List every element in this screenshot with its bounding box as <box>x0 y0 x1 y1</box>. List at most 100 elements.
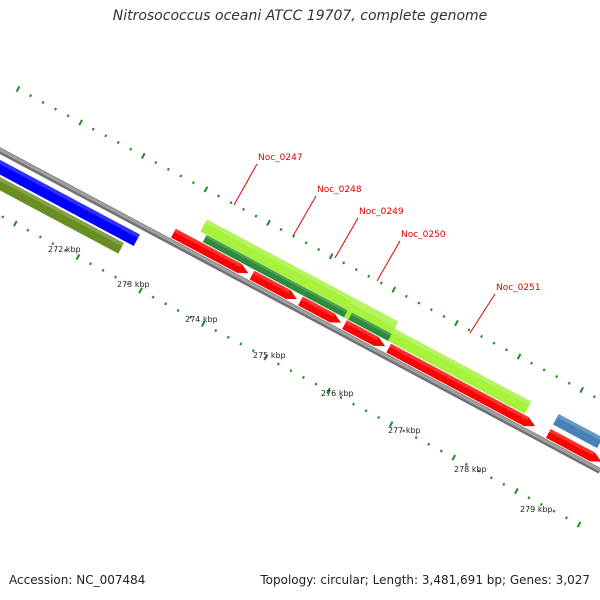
lower-tick <box>126 282 130 286</box>
lower-tick <box>402 429 406 433</box>
upper-tick <box>91 127 95 131</box>
upper-tick <box>129 147 133 151</box>
feature-track <box>0 146 600 462</box>
lower-tick <box>138 287 143 294</box>
olive-feature-highlight <box>0 160 124 247</box>
lower-tick <box>439 449 443 453</box>
upper-tick <box>140 152 146 160</box>
dark-green-feature-2-highlight <box>305 288 353 315</box>
axis-label-278: 278 kbp <box>454 465 487 474</box>
green-feature-1 <box>200 219 289 276</box>
upper-tick <box>191 181 195 185</box>
upper-tick <box>166 167 170 171</box>
cds-noc-0251-shape <box>386 343 536 427</box>
dark-green-feature-3 <box>348 312 392 341</box>
gene-labels: Noc_0247 Noc_0248 Noc_0249 Noc_0250 Noc_0251 <box>233 153 541 334</box>
lower-tick <box>477 469 481 473</box>
green-feature-2-shape <box>281 262 355 311</box>
upper-tick <box>555 375 559 379</box>
lower-tick <box>1 215 5 219</box>
upper-tick <box>530 361 534 365</box>
gene-label-noc_0249: Noc_0249 <box>359 207 404 217</box>
lower-tick <box>451 454 457 461</box>
lower-tick <box>301 375 305 379</box>
genome-backbone <box>0 147 600 472</box>
upper-tick <box>279 227 283 232</box>
cds-noc-0249 <box>298 296 342 323</box>
upper-tick <box>242 207 245 211</box>
steel-blue-feature-1-highlight <box>557 413 600 441</box>
lower-tick <box>289 369 293 373</box>
lower-tick <box>38 235 42 239</box>
gene-label-noc_0247: Noc_0247 <box>258 153 303 163</box>
lower-tick <box>552 509 556 513</box>
lower-tick <box>377 415 381 420</box>
upper-tick <box>480 334 483 339</box>
dark-green-feature-1-shape <box>202 234 307 296</box>
lower-tick <box>489 476 493 480</box>
lower-tick <box>326 387 331 394</box>
lower-tick <box>226 335 230 339</box>
lower-tick <box>464 462 468 466</box>
cds-noc-0249-highlight <box>301 296 335 317</box>
lower-tick <box>263 354 269 361</box>
upper-tick <box>328 253 334 260</box>
axis-labels: 272 kbp 273 kbp 274 kbp 275 kbp 276 kbp 277 k… <box>48 245 553 514</box>
cds-noc-0250-shape <box>342 320 386 347</box>
upper-tick <box>317 247 321 252</box>
lower-tick <box>214 329 218 333</box>
lower-tick <box>527 496 531 500</box>
cds-noc-0247 <box>171 228 249 274</box>
gene-label-noc_0251: Noc_0251 <box>496 283 541 293</box>
lower-tick <box>164 302 168 306</box>
lower-tick <box>63 248 67 252</box>
upper-tick <box>516 353 522 360</box>
lower-tick <box>502 482 506 486</box>
dark-green-feature-3-shape <box>348 312 392 341</box>
green-feature-1-shape <box>200 219 289 276</box>
dark-green-feature-3-highlight <box>350 312 392 336</box>
green-feature-4 <box>387 328 532 414</box>
dark-green-feature-1 <box>202 234 307 296</box>
lower-tick <box>75 253 81 261</box>
upper-tick <box>354 268 358 272</box>
upper-tick <box>567 381 571 385</box>
accession-text: Accession: NC_007484 <box>9 573 146 587</box>
upper-tick <box>29 94 33 98</box>
cds-noc-0247-shape <box>171 228 249 274</box>
green-feature-2-highlight <box>286 262 355 302</box>
lower-tick <box>339 395 343 400</box>
lower-tick <box>200 320 206 328</box>
cds-noc-0248-shape <box>249 270 297 300</box>
tick-row-lower <box>1 215 582 528</box>
green-feature-4-highlight <box>392 328 532 406</box>
axis-label-279: 279 kbp <box>520 505 553 514</box>
green-feature-3-highlight <box>351 297 399 328</box>
upper-tick <box>66 114 70 118</box>
lower-tick <box>114 275 118 279</box>
lower-tick <box>427 442 431 446</box>
upper-tick <box>391 286 397 293</box>
upper-tick <box>467 328 471 332</box>
upper-tick <box>442 314 446 318</box>
lower-tick <box>239 342 243 346</box>
tick-row-upper <box>15 85 596 399</box>
upper-tick <box>78 119 83 126</box>
upper-tick <box>266 219 271 226</box>
dark-green-feature-1-highlight <box>205 234 307 291</box>
upper-tick <box>179 174 183 178</box>
lower-tick <box>364 409 368 413</box>
blue-feature <box>0 146 140 247</box>
lower-tick <box>314 382 318 386</box>
upper-tick <box>342 261 346 265</box>
callout-line-noc_0250 <box>376 240 401 282</box>
lower-tick <box>539 502 543 507</box>
steel-blue-feature-1 <box>553 413 600 449</box>
upper-tick <box>229 201 233 205</box>
lower-tick <box>276 362 280 366</box>
cds-noc-0248-highlight <box>252 270 291 294</box>
upper-tick <box>54 107 58 111</box>
cds-noc-0250 <box>342 320 386 347</box>
axis-label-277: 277 kbp <box>388 426 421 435</box>
